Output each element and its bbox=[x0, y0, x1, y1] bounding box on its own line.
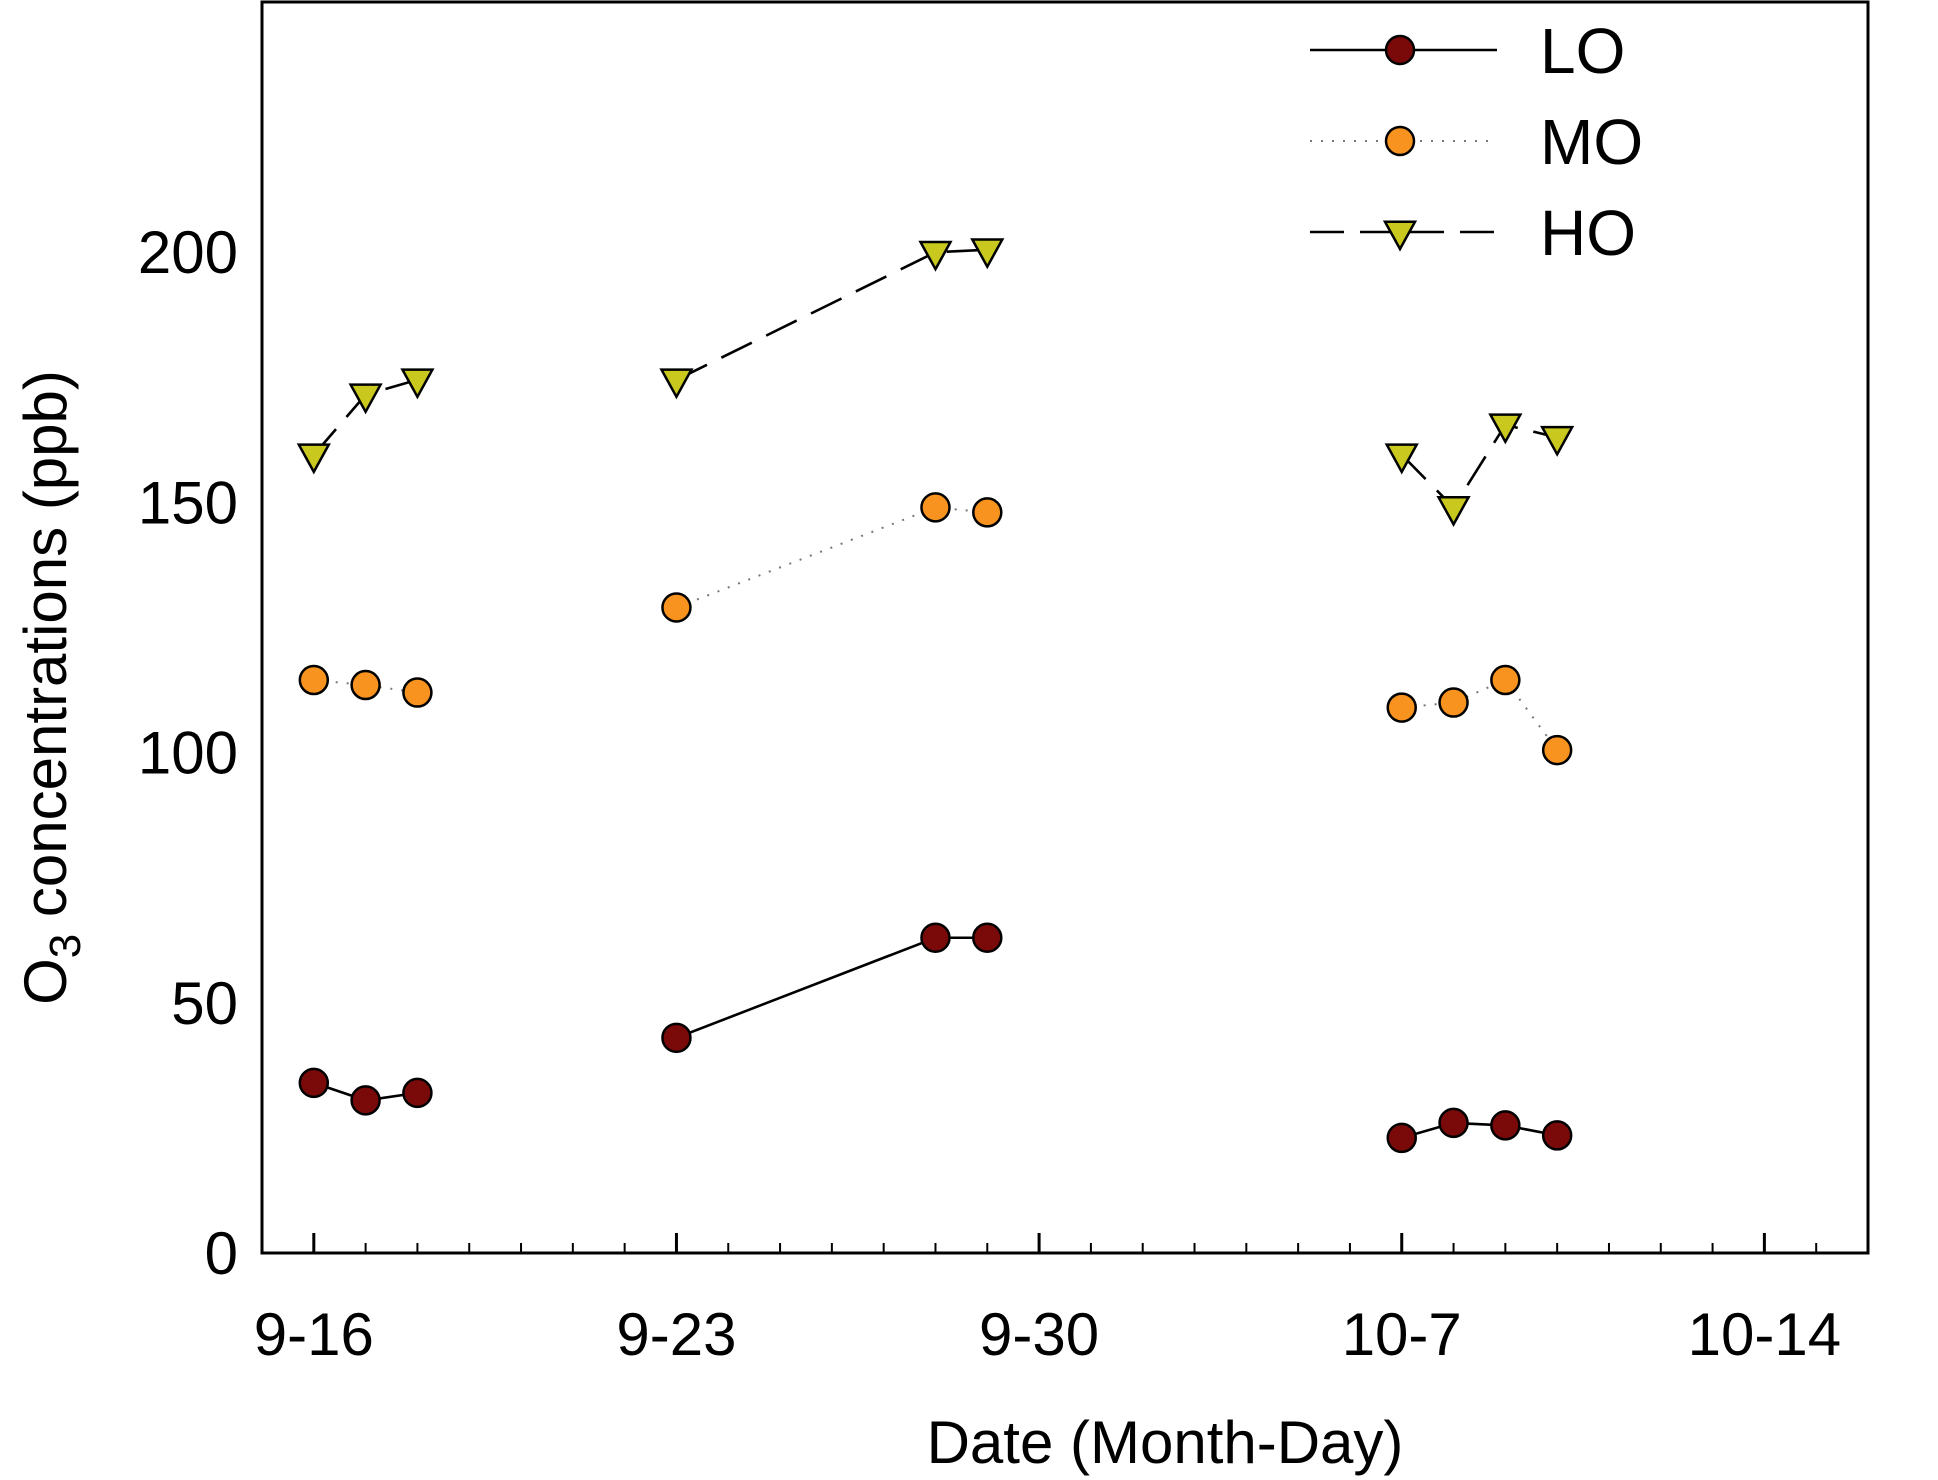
data-point-ho bbox=[1488, 413, 1523, 445]
legend-marker-mo bbox=[1384, 125, 1416, 157]
plot-frame bbox=[260, 0, 1870, 1255]
series-line-lo bbox=[1401, 1121, 1558, 1140]
y-tick-label: 0 bbox=[205, 1220, 238, 1287]
data-point-ho bbox=[1540, 425, 1575, 457]
data-point-ho bbox=[918, 240, 953, 272]
data-point-lo bbox=[661, 1022, 692, 1054]
data-point-mo bbox=[402, 677, 433, 708]
data-point-lo bbox=[402, 1077, 433, 1109]
series-line-ho bbox=[1400, 423, 1558, 510]
y-axis-title-subscript: 3 bbox=[41, 934, 90, 958]
y-axis-title: O3 concentrations (ppb) bbox=[12, 370, 90, 1005]
data-point-ho bbox=[1436, 495, 1471, 527]
data-point-mo bbox=[350, 669, 381, 701]
data-point-ho bbox=[1384, 443, 1419, 475]
y-tick-label: 100 bbox=[138, 720, 238, 787]
data-point-ho bbox=[400, 368, 435, 400]
legend-marker-lo bbox=[1384, 34, 1416, 66]
data-point-lo bbox=[350, 1085, 381, 1116]
data-point-mo bbox=[1386, 692, 1417, 723]
data-point-mo bbox=[972, 497, 1003, 528]
legend-item-mo: MO bbox=[1310, 106, 1643, 178]
data-point-lo bbox=[1541, 1120, 1573, 1151]
data-point-mo bbox=[920, 492, 951, 523]
series-mo bbox=[298, 492, 1573, 766]
y-axis-title-main: O bbox=[12, 958, 79, 1005]
data-point-lo bbox=[1386, 1122, 1417, 1154]
legend-item-ho: HO bbox=[1310, 197, 1636, 269]
legend-marker-ho bbox=[1382, 220, 1418, 252]
series-lo bbox=[298, 922, 1573, 1154]
x-tick-label: 10-7 bbox=[1342, 1301, 1462, 1368]
series-line-lo bbox=[675, 936, 988, 1040]
data-point-mo bbox=[298, 664, 330, 696]
data-point-ho bbox=[659, 368, 694, 400]
data-point-lo bbox=[298, 1067, 330, 1099]
data-point-lo bbox=[920, 922, 951, 953]
x-tick-label: 9-16 bbox=[254, 1301, 374, 1368]
data-point-mo bbox=[1541, 734, 1573, 766]
y-tick-label: 50 bbox=[171, 970, 238, 1037]
y-tick-label: 150 bbox=[138, 469, 238, 536]
data-point-ho bbox=[296, 443, 331, 475]
data-point-ho bbox=[348, 383, 383, 415]
data-point-mo bbox=[661, 592, 692, 623]
x-axis-title: Date (Month-Day) bbox=[927, 1409, 1404, 1476]
data-point-lo bbox=[1490, 1110, 1521, 1141]
series-line-ho bbox=[675, 248, 988, 381]
data-point-mo bbox=[1438, 687, 1469, 718]
series-line-mo bbox=[1401, 678, 1558, 751]
data-point-mo bbox=[1490, 664, 1521, 696]
x-tick-label: 10-14 bbox=[1688, 1301, 1841, 1368]
data-point-lo bbox=[972, 922, 1003, 953]
legend-label-lo: LO bbox=[1540, 15, 1625, 87]
y-axis-title-rest: concentrations (ppb) bbox=[12, 370, 79, 934]
series-ho bbox=[296, 238, 1575, 527]
series-line-mo bbox=[676, 506, 988, 609]
y-tick-label: 200 bbox=[138, 219, 238, 286]
x-tick-label: 9-30 bbox=[979, 1301, 1099, 1368]
data-point-ho bbox=[970, 238, 1005, 270]
legend-label-ho: HO bbox=[1540, 197, 1636, 269]
data-point-lo bbox=[1438, 1107, 1469, 1139]
legend-item-lo: LO bbox=[1310, 15, 1625, 87]
legend-label-mo: MO bbox=[1540, 106, 1643, 178]
x-tick-label: 9-23 bbox=[616, 1301, 736, 1368]
